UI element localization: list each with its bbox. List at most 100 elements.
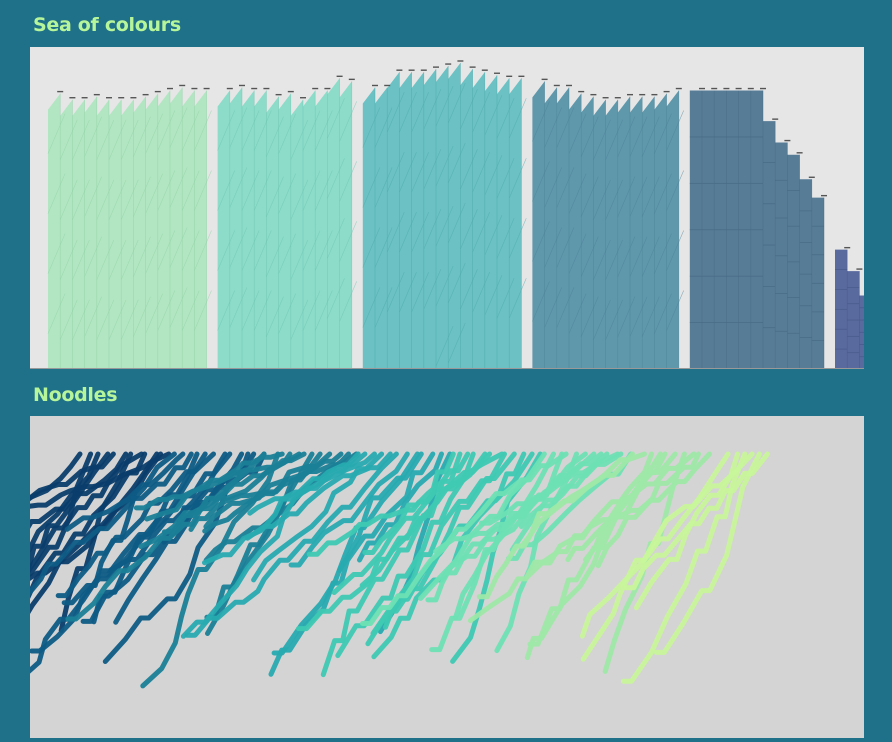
area-hatch (181, 230, 200, 271)
area-hatch (217, 110, 235, 151)
area-group-1 (47, 84, 212, 369)
area-hatch (641, 176, 660, 217)
noodle-line (418, 451, 547, 601)
area-hatch (411, 212, 429, 253)
area-hatch (108, 239, 127, 280)
area-hatch (84, 116, 102, 157)
area-hatch (617, 116, 636, 157)
area-hatch (568, 173, 587, 214)
sea-of-colours-panel (30, 47, 864, 369)
area-hatch (253, 170, 272, 211)
area-hatch (72, 179, 90, 220)
noodle-line (251, 451, 385, 583)
area-hatch (217, 170, 235, 211)
noodle-line (30, 451, 83, 501)
area-hatch (580, 116, 599, 157)
area-hatch (666, 290, 684, 331)
area-hatch (194, 290, 212, 331)
noodle-line (203, 451, 344, 530)
area-hatch (302, 230, 321, 271)
area-hatch (556, 287, 575, 328)
area-hatch (472, 212, 490, 253)
noodle-line (360, 451, 569, 626)
noodle-line (579, 451, 755, 639)
area-hatch (580, 176, 599, 217)
noodle-line (623, 451, 770, 591)
noodle-group-6 (360, 451, 634, 654)
area-hatch (593, 299, 611, 340)
area-hatch (290, 179, 309, 220)
area-hatch (666, 230, 684, 271)
area-hatch (593, 119, 611, 160)
area-hatch (266, 176, 284, 217)
area-hatch (157, 110, 176, 151)
area-hatch (532, 161, 550, 202)
area-hatch (460, 89, 478, 130)
noodle-line (30, 451, 160, 614)
area-hatch (641, 236, 660, 277)
area-hatch (508, 278, 527, 319)
area-fill (835, 249, 864, 369)
area-hatch (423, 89, 442, 130)
area-hatch (472, 272, 490, 313)
area-hatch (266, 116, 284, 157)
area-hatch (120, 239, 139, 280)
noodle-group-8 (579, 451, 770, 684)
area-hatch (133, 116, 151, 157)
area-hatch (556, 167, 575, 208)
area-hatch (447, 322, 466, 364)
area-hatch (194, 230, 212, 271)
sea-of-colours-chart (30, 60, 864, 369)
noodle-line (138, 451, 302, 549)
area-hatch (484, 275, 503, 316)
area-hatch (96, 179, 115, 220)
area-hatch (435, 85, 454, 127)
area-hatch (641, 296, 660, 337)
noodle-group-4 (180, 451, 453, 677)
area-hatch (290, 239, 309, 280)
noodle-line (30, 451, 172, 509)
area-fill (48, 87, 207, 369)
area-hatch (386, 92, 405, 133)
area-hatch (593, 239, 611, 280)
area-hatch (641, 116, 660, 157)
area-hatch (484, 155, 503, 196)
area-hatch (460, 209, 478, 250)
area-hatch (314, 230, 333, 271)
area-hatch (108, 299, 127, 340)
area-hatch (120, 299, 139, 340)
noodle-line (519, 451, 647, 549)
area-hatch (145, 293, 163, 334)
area-hatch (72, 239, 90, 280)
noodle-line (188, 451, 359, 532)
area-hatch (605, 239, 623, 280)
area-hatch (302, 170, 321, 211)
area-hatch (278, 293, 296, 334)
noodles-panel (30, 416, 864, 738)
noodle-line (288, 451, 410, 568)
area-hatch (278, 173, 296, 214)
area-hatch (629, 236, 648, 277)
area-hatch (339, 101, 357, 142)
area-hatch (447, 202, 466, 244)
area-hatch (532, 221, 550, 262)
area-hatch (327, 278, 345, 319)
area-hatch (580, 236, 599, 277)
area-hatch (435, 145, 454, 187)
area-hatch (145, 173, 163, 214)
area-hatch (629, 296, 648, 337)
area-hatch (496, 218, 515, 259)
noodle-line (518, 451, 624, 530)
noodle-line (595, 451, 712, 569)
area-hatch (314, 170, 333, 211)
noodle-line (331, 451, 456, 595)
noodle-line (30, 451, 116, 502)
area-hatch (435, 265, 454, 307)
area-hatch (157, 290, 176, 331)
area-hatch (47, 173, 66, 214)
area-hatch (556, 107, 575, 148)
area-hatch (278, 233, 296, 274)
noodles-title: Noodles (33, 384, 118, 406)
area-hatch (544, 107, 562, 148)
area-hatch (654, 173, 672, 214)
